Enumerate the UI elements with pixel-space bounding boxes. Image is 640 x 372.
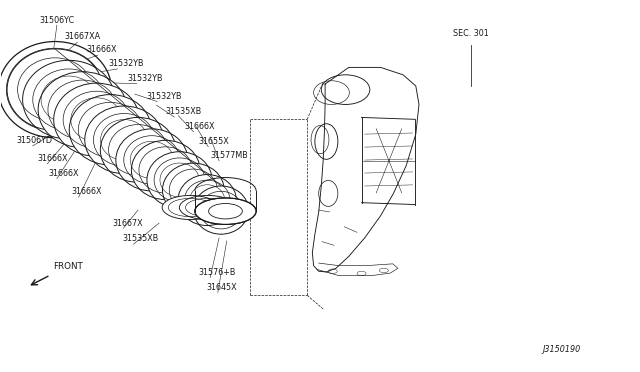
Text: 31532YB: 31532YB — [147, 92, 182, 101]
Ellipse shape — [195, 198, 256, 224]
Text: SEC. 301: SEC. 301 — [453, 29, 488, 38]
Ellipse shape — [162, 195, 219, 219]
Text: 31666X: 31666X — [49, 169, 79, 178]
Text: 31645X: 31645X — [206, 283, 237, 292]
Text: FRONT: FRONT — [53, 262, 83, 271]
Ellipse shape — [131, 140, 200, 200]
Ellipse shape — [163, 163, 224, 217]
Text: 31667XA: 31667XA — [65, 32, 100, 41]
Ellipse shape — [147, 152, 212, 208]
Text: 31532YB: 31532YB — [127, 74, 163, 83]
Text: 31576+B: 31576+B — [198, 268, 236, 277]
Ellipse shape — [7, 49, 103, 131]
Ellipse shape — [69, 94, 152, 165]
Text: 31506YD: 31506YD — [17, 136, 52, 145]
Text: J3150190: J3150190 — [542, 344, 580, 353]
Text: 31666X: 31666X — [38, 154, 68, 163]
Text: 31577MB: 31577MB — [210, 151, 248, 160]
Ellipse shape — [38, 72, 127, 148]
Ellipse shape — [100, 118, 175, 182]
Text: 31666X: 31666X — [71, 187, 102, 196]
Ellipse shape — [22, 60, 115, 139]
Ellipse shape — [0, 42, 111, 138]
Ellipse shape — [116, 129, 188, 191]
Text: 31506YC: 31506YC — [39, 16, 74, 25]
Ellipse shape — [178, 174, 236, 225]
Text: 31655X: 31655X — [198, 137, 229, 146]
Ellipse shape — [84, 106, 164, 174]
Text: 31535XB: 31535XB — [122, 234, 158, 243]
Polygon shape — [312, 67, 419, 272]
Text: 31666X: 31666X — [184, 122, 215, 131]
Text: 31535XB: 31535XB — [166, 108, 202, 116]
Text: 31532YB: 31532YB — [108, 59, 143, 68]
Ellipse shape — [193, 186, 248, 234]
Ellipse shape — [54, 83, 140, 156]
Ellipse shape — [179, 195, 236, 219]
Text: 31666X: 31666X — [87, 45, 117, 54]
Text: 31667X: 31667X — [113, 218, 143, 228]
